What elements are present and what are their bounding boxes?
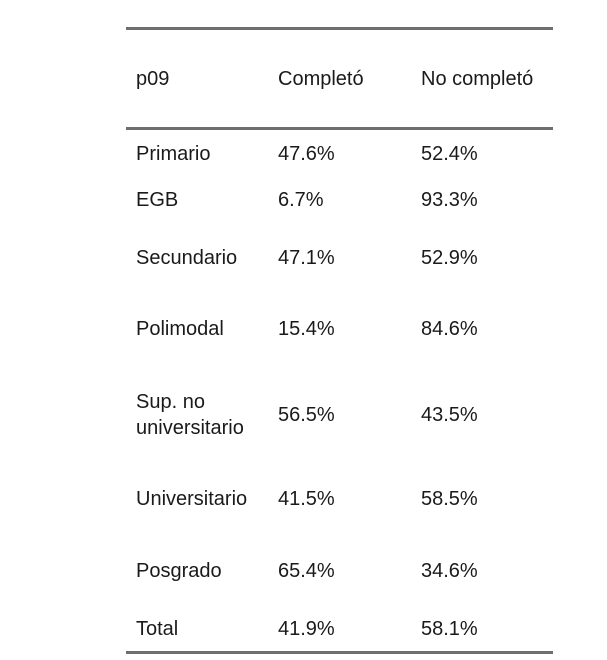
no-completo-value: 43.5% (421, 403, 478, 426)
table-row: Secundario 47.1% 52.9% (126, 222, 553, 293)
row-label: Polimodal (136, 318, 224, 340)
completo-value: 47.1% (278, 246, 335, 269)
no-completo-value: 58.5% (421, 488, 478, 510)
completo-value: 41.5% (278, 488, 335, 510)
header-variable: p09 (136, 67, 170, 90)
header-no-completo: No completó (421, 67, 534, 90)
no-completo-value: 52.4% (421, 143, 478, 165)
table-row: EGB 6.7% 93.3% (126, 178, 553, 222)
table-row: Primario 47.6% 52.4% (126, 129, 553, 179)
row-label: Posgrado (136, 559, 222, 582)
table-row: Polimodal 15.4% 84.6% (126, 293, 553, 365)
row-label: Total (136, 618, 179, 640)
table-row-total: Total 41.9% 58.1% (126, 607, 553, 653)
header-completo: Completó (278, 67, 364, 90)
completo-value: 65.4% (278, 559, 335, 582)
no-completo-value: 52.9% (421, 246, 478, 269)
no-completo-value: 84.6% (421, 318, 478, 340)
no-completo-value: 58.1% (421, 618, 478, 640)
completo-value: 47.6% (278, 143, 335, 165)
row-label: Primario (136, 143, 211, 165)
completo-value: 6.7% (278, 189, 324, 211)
completo-value: 15.4% (278, 318, 335, 340)
row-label: Secundario (136, 246, 238, 269)
table-header: p09 Completó No completó (126, 28, 553, 129)
table-row: Sup. no universitario 56.5% 43.5% (126, 365, 553, 464)
crosstab-table: p09 Completó No completó Primario 47.6% … (126, 27, 553, 654)
row-label: Universitario (136, 488, 248, 510)
completo-value: 41.9% (278, 618, 335, 640)
row-label: Sup. no universitario (136, 390, 244, 439)
header-row: p09 Completó No completó (126, 28, 553, 129)
table-row: Universitario 41.5% 58.5% (126, 464, 553, 534)
completo-value: 56.5% (278, 403, 335, 426)
table-body: Primario 47.6% 52.4% EGB 6.7% 93.3% Secu… (126, 129, 553, 653)
table-row: Posgrado 65.4% 34.6% (126, 534, 553, 607)
no-completo-value: 93.3% (421, 189, 478, 211)
crosstab-table-container: p09 Completó No completó Primario 47.6% … (126, 27, 553, 654)
no-completo-value: 34.6% (421, 559, 478, 582)
row-label: EGB (136, 189, 179, 211)
